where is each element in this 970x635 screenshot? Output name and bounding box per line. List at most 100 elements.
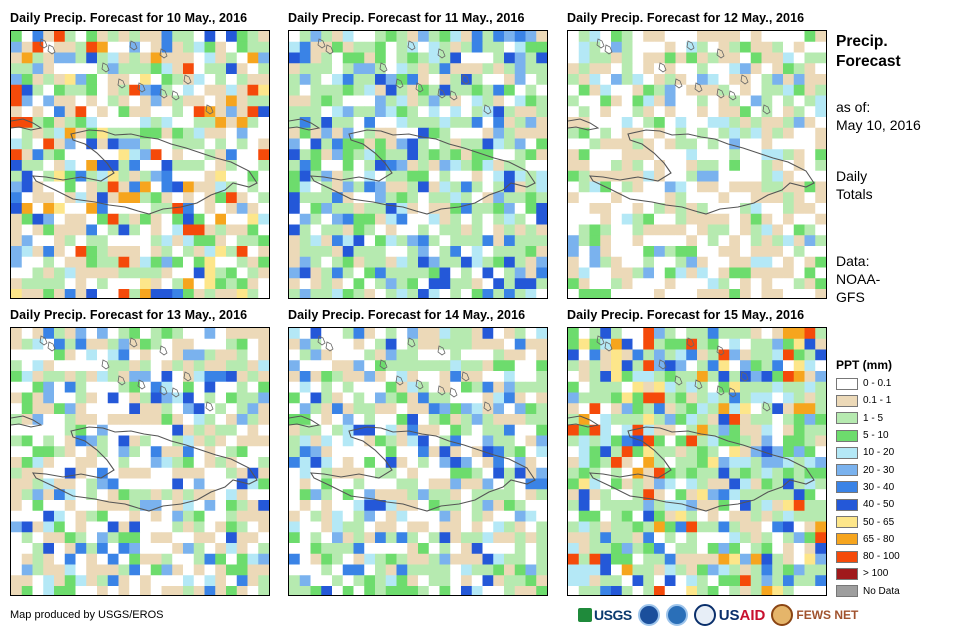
precip-cell (664, 403, 676, 415)
precip-cell (86, 328, 98, 340)
precip-cell (589, 192, 601, 204)
precip-cell (482, 575, 494, 587)
precip-cell (118, 106, 130, 118)
precip-cell (525, 160, 537, 172)
precip-cell (525, 84, 537, 96)
precip-cell (375, 360, 387, 372)
precip-cell (396, 31, 408, 43)
precip-cell (353, 63, 365, 75)
precip-cell (11, 510, 23, 522)
precip-cell (161, 181, 173, 193)
precip-cell (11, 149, 23, 161)
precip-cell (129, 278, 141, 290)
precip-cell (289, 181, 301, 193)
precip-cell (418, 328, 430, 340)
precip-cell (183, 328, 195, 340)
precip-cell (226, 41, 238, 53)
precip-cell (204, 138, 216, 150)
precip-cell (697, 203, 709, 215)
precip-cell (353, 489, 365, 501)
precip-cell (600, 160, 612, 172)
precip-cell (718, 170, 730, 182)
precip-cell (664, 349, 676, 361)
precip-cell (600, 586, 612, 595)
precip-cell (750, 360, 762, 372)
precip-cell (140, 478, 152, 490)
precip-cell (118, 543, 130, 555)
island-outline (159, 48, 168, 59)
precip-cell (129, 338, 141, 350)
precip-cell (815, 203, 826, 215)
island-outline (317, 335, 326, 346)
precip-cell (161, 106, 173, 118)
precip-cell (428, 95, 440, 107)
precip-cell (342, 500, 354, 512)
precip-cell (729, 446, 741, 458)
precip-cell (11, 467, 23, 479)
precip-cell (793, 289, 805, 298)
precip-cell (815, 392, 826, 404)
precip-cell (611, 149, 623, 161)
precip-cell (578, 117, 590, 129)
precip-cell (740, 392, 752, 404)
precip-cell (375, 31, 387, 43)
precip-cell (643, 278, 655, 290)
precip-cell (793, 392, 805, 404)
precip-cell (310, 138, 322, 150)
precip-cell (632, 338, 644, 350)
precip-cell (11, 192, 23, 204)
precip-cell (697, 74, 709, 86)
precip-cell (793, 521, 805, 533)
precip-cell (697, 181, 709, 193)
precip-cell (761, 446, 773, 458)
precip-cell (643, 328, 655, 340)
precip-cell (118, 52, 130, 64)
island-outline (658, 62, 667, 73)
precip-cell (342, 74, 354, 86)
precip-cell (568, 553, 580, 565)
noaa-logo-icon (637, 604, 660, 626)
precip-cell (353, 553, 365, 565)
precip-cell (793, 500, 805, 512)
precip-cell (686, 575, 698, 587)
precip-cell (772, 192, 784, 204)
precip-cell (761, 224, 773, 236)
precip-cell (804, 63, 816, 75)
precip-cell (289, 192, 301, 204)
precip-cell (129, 457, 141, 469)
precip-cell (54, 95, 66, 107)
precip-cell (654, 203, 666, 215)
precip-cell (289, 489, 301, 501)
precip-cell (353, 446, 365, 458)
precip-cell (654, 489, 666, 501)
precip-cell (258, 543, 269, 555)
precip-cell (568, 403, 580, 415)
precip-cell (118, 235, 130, 247)
precip-cell (482, 289, 494, 298)
precip-cell (740, 52, 752, 64)
precip-cell (439, 192, 451, 204)
precip-cell (471, 392, 483, 404)
precip-cell (183, 553, 195, 565)
precip-cell (761, 170, 773, 182)
precip-cell (611, 553, 623, 565)
precip-cell (525, 381, 537, 393)
precip-cell (707, 106, 719, 118)
precip-cell (761, 564, 773, 576)
precip-cell (707, 414, 719, 426)
precip-cell (161, 414, 173, 426)
precip-cell (364, 575, 376, 587)
precip-cell (183, 510, 195, 522)
precip-cell (353, 510, 365, 522)
precip-cell (385, 246, 397, 258)
precip-cell (86, 414, 98, 426)
precip-cell (204, 349, 216, 361)
precip-cell (97, 586, 109, 595)
precip-cell (86, 510, 98, 522)
precip-cell (600, 553, 612, 565)
precip-cell (525, 52, 537, 64)
precip-cell (418, 267, 430, 279)
precip-cell (140, 256, 152, 268)
precip-cell (310, 289, 322, 298)
precip-cell (761, 246, 773, 258)
